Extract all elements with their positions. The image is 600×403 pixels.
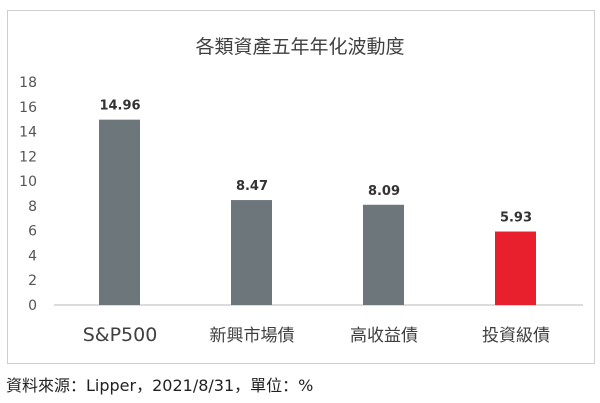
y-tick-label: 8 [28,199,37,215]
y-tick-label: 14 [19,125,37,141]
data-label: 5.93 [500,211,532,226]
y-tick-label: 2 [28,273,37,289]
data-label: 8.47 [236,179,268,194]
x-tick-label: 投資級債 [482,326,550,346]
data-label: 14.96 [99,99,140,114]
y-tick-label: 12 [19,149,37,165]
y-tick-label: 6 [28,224,37,240]
bar [495,231,536,305]
y-tick-label: 10 [19,174,37,190]
bar [99,119,140,305]
bar [231,200,272,305]
y-tick-label: 18 [19,75,37,91]
y-tick-label: 4 [28,248,37,264]
chart-title: 各類資產五年年化波動度 [195,36,405,58]
data-label: 8.09 [368,184,400,199]
source-note: 資料來源：Lipper，2021/8/31，單位：% [6,376,314,395]
x-tick-label: 高收益債 [350,326,418,346]
bar [363,204,404,305]
y-tick-label: 0 [28,298,37,314]
y-tick-label: 16 [19,100,37,116]
chart-frame [7,10,595,364]
x-tick-label: S&P500 [83,324,158,346]
x-tick-label: 新興市場債 [210,326,295,346]
